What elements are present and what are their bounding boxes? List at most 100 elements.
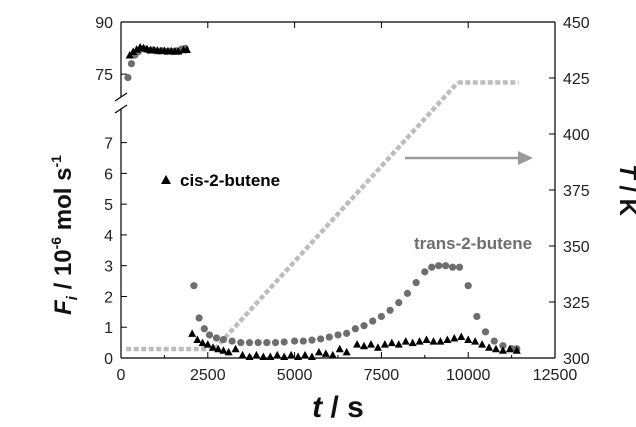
trans-2-butene-point (195, 314, 203, 322)
cis-2-butene-point (252, 350, 261, 359)
temperature-mark (359, 183, 367, 190)
x-tick-label: 12500 (533, 367, 578, 384)
trans-2-butene-point (271, 339, 280, 347)
cis-2-butene-series (125, 43, 521, 360)
temperature-mark (400, 138, 407, 146)
cis-2-butene-point (314, 347, 323, 356)
cis-2-butene-point (342, 347, 351, 356)
cis-2-butene-point (387, 338, 396, 347)
cis-2-butene-point (209, 343, 218, 351)
cis-2-butene-point (380, 340, 389, 348)
cis-2-butene-point (353, 340, 362, 348)
temperature-mark (379, 160, 387, 168)
x-tick-label: 5000 (277, 367, 313, 384)
temperature-mark (420, 116, 427, 124)
trans-2-butene-point (403, 289, 412, 297)
x-axis-title-unit: / s (322, 391, 364, 424)
temperature-mark (430, 105, 438, 113)
cis-2-butene-point (457, 332, 466, 340)
temperature-mark (263, 288, 271, 296)
cis-2-butene-point (224, 347, 233, 356)
temperature-mark (384, 155, 392, 163)
right-y-title-unit: / K (614, 179, 636, 217)
cis-2-butene-point (294, 352, 303, 360)
cis-2-butene-point (401, 337, 410, 345)
temperature-mark (268, 282, 276, 290)
cis-2-butene-point (193, 335, 202, 344)
temperature-series (126, 80, 519, 352)
temperature-mark (298, 249, 306, 257)
trans-2-butene-point (377, 312, 385, 321)
right-tick-label: 300 (563, 351, 590, 368)
cis-2-butene-point (471, 337, 480, 345)
trans-2-butene-point (245, 339, 254, 347)
temperature-mark (228, 327, 235, 334)
trans-2-butene-point (124, 73, 132, 82)
cis-2-butene-point (132, 45, 141, 53)
x-axis-title: t / s (312, 391, 364, 424)
cis-2-butene-point (485, 343, 494, 351)
left-tick-label: 4 (104, 228, 113, 245)
trans-2-butene-point (464, 282, 472, 290)
temperature-mark (233, 321, 240, 329)
right-y-axis-title: T / K (614, 164, 636, 217)
cis-2-butene-point (505, 344, 514, 353)
cis-2-butene-point (321, 349, 330, 357)
right-tick-label: 450 (563, 15, 590, 32)
right-tick-label: 325 (563, 295, 590, 312)
temperature-mark (314, 232, 321, 240)
cis-2-butene-point (231, 344, 240, 353)
temperature-mark (319, 227, 326, 235)
trans-2-butene-label: trans-2-butene (414, 234, 532, 253)
trans-2-butene-point (412, 279, 420, 287)
cis-2-butene-point (512, 346, 521, 354)
cis-2-butene-point (328, 350, 337, 359)
cis-2-butene-point (280, 352, 289, 360)
trans-2-butene-point (421, 268, 429, 276)
trans-2-butene-point (291, 337, 299, 345)
left-tick-label: 2 (104, 289, 113, 306)
trans-2-butene-point (280, 338, 288, 346)
cis-2-butene-point (373, 343, 382, 351)
temperature-mark (283, 266, 291, 273)
cis-2-butene-point (182, 45, 191, 53)
x-tick-label: 10000 (446, 367, 491, 384)
cis-2-butene-point (366, 340, 375, 348)
temperature-mark (445, 88, 453, 96)
trans-2-butene-point (334, 331, 342, 339)
temperature-mark (369, 172, 377, 179)
axis-break-mark-upper (114, 92, 128, 102)
cis-legend: cis-2-butene (161, 171, 280, 190)
temperature-mark (415, 122, 422, 129)
temperature-mark (278, 271, 286, 279)
temperature-mark (253, 299, 261, 307)
trans-2-butene-point (428, 263, 436, 271)
cis-2-butene-point (408, 338, 417, 347)
trans-2-butene-point (481, 328, 490, 336)
trans-2-butene-point (299, 337, 307, 345)
cis-2-butene-point (129, 47, 138, 56)
temperature-mark (440, 94, 448, 102)
trans-2-butene-point (455, 263, 464, 271)
trans-2-butene-point (351, 325, 359, 333)
trans-2-butene-point (212, 334, 221, 342)
cis-2-butene-point (450, 334, 459, 342)
right-tick-label: 350 (563, 239, 590, 256)
left-tick-label: 0 (104, 351, 113, 368)
trans-2-butene-point (343, 329, 351, 337)
trans-2-butene-point (490, 337, 498, 345)
cis-2-butene-point (198, 338, 207, 347)
cis-2-butene-point (245, 352, 254, 360)
left-tick-label: 5 (104, 197, 113, 214)
cis-2-butene-point (219, 346, 228, 354)
trans-2-butene-point (127, 60, 136, 68)
left-tick-label: 1 (104, 320, 113, 337)
cis-2-butene-point (415, 337, 424, 345)
temperature-mark (243, 310, 251, 318)
trans-2-butene-point (386, 306, 394, 314)
cis-2-butene-point (287, 350, 296, 359)
temperature-mark (344, 199, 352, 207)
x-axis-title-symbol: t (312, 391, 324, 424)
trans-2-butene-point (395, 299, 403, 307)
